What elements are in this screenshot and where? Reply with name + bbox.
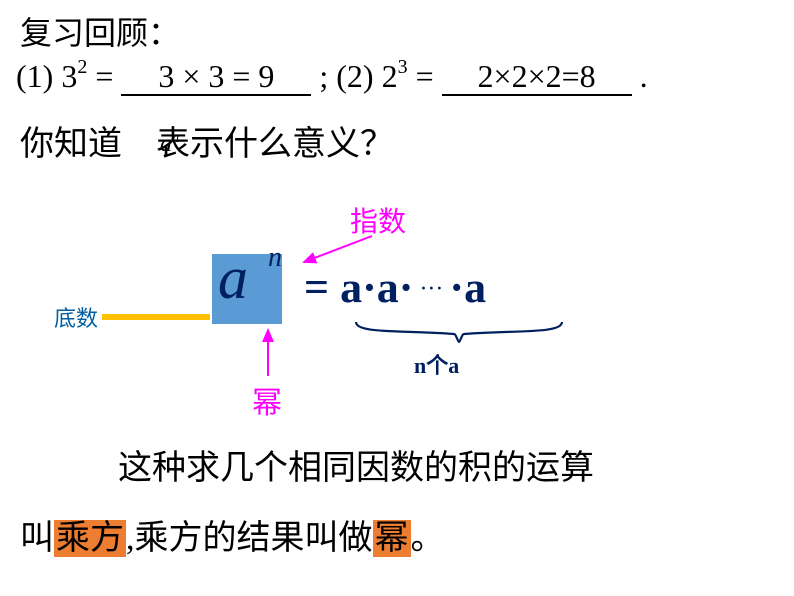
expr1-answer: 3 × 3 = 9 xyxy=(121,60,311,96)
expr1-exponent: 2 xyxy=(77,56,87,78)
base-arrow-line xyxy=(102,314,210,320)
brace-label: n个a xyxy=(414,348,459,380)
expansion: = a·a· ··· ·a xyxy=(304,262,486,313)
review-title: 复习回顾： xyxy=(20,8,180,54)
inline-n: n xyxy=(172,131,179,146)
expr1-equals: = xyxy=(87,58,121,94)
underbrace xyxy=(354,320,564,348)
explain2-c: 。 xyxy=(411,520,445,557)
big-n-exponent: n xyxy=(268,242,282,274)
power-label: 幂 xyxy=(252,378,282,422)
equals-sign: = xyxy=(304,263,340,312)
highlight-chengfang: 乘方 xyxy=(54,520,126,557)
inline-a: a xyxy=(160,131,172,157)
power-arrow xyxy=(258,324,288,380)
explain2-b: ,乘方的结果叫做 xyxy=(126,520,373,557)
expr2-exponent: 3 xyxy=(398,56,408,78)
product-dots: ··· xyxy=(413,276,449,302)
slide: 复习回顾： (1) 32 = 3 × 3 = 9 ; (2) 23 = 2×2×… xyxy=(0,0,794,596)
big-a: a xyxy=(218,244,248,313)
explanation-line1: 这种求几个相同因数的积的运算 xyxy=(118,440,594,489)
explain2-a: 叫 xyxy=(20,520,54,557)
expr2-equals: = xyxy=(408,58,442,94)
expr1-base: (1) 3 xyxy=(16,58,77,94)
brace-ge: 个 xyxy=(426,353,448,378)
product-left: a·a· xyxy=(340,263,413,312)
exercises-line: (1) 32 = 3 × 3 = 9 ; (2) 23 = 2×2×2=8 . xyxy=(16,58,648,96)
a-power-n-inline: an xyxy=(160,131,179,158)
expr2-end: . xyxy=(632,58,648,94)
base-label: 底数 xyxy=(54,301,98,333)
highlight-mi: 幂 xyxy=(373,520,411,557)
expr2-answer: 2×2×2=8 xyxy=(442,60,632,96)
expr2-base: (2) 2 xyxy=(336,58,397,94)
explanation-line2: 叫乘方,乘方的结果叫做幂。 xyxy=(20,510,445,559)
separator: ; xyxy=(311,58,336,94)
brace-a: a xyxy=(448,353,459,378)
question-line: 你知道 表示什么意义？ xyxy=(20,116,394,165)
brace-n: n xyxy=(414,353,426,378)
product-right: ·a xyxy=(449,263,486,312)
